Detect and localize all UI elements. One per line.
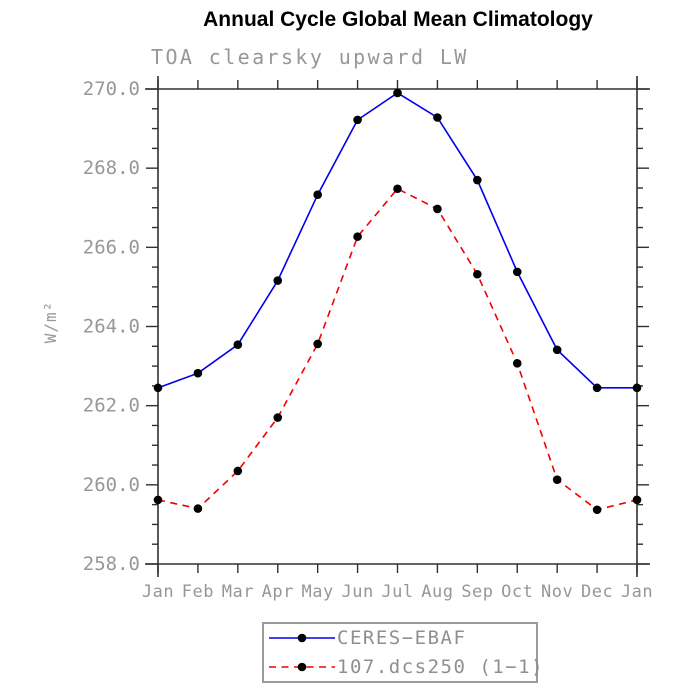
x-tick-label: Sep (461, 582, 493, 602)
y-axis-title: W/m² (41, 301, 60, 344)
y-tick-label: 262.0 (83, 395, 140, 417)
data-point-marker (313, 190, 322, 199)
data-point-marker (552, 345, 562, 355)
x-axis-ticks: Jan Feb Mar Apr May Jun Jul Aug Sep Oct Nov Dec Jan (142, 80, 653, 602)
series-line-1 (157, 187, 638, 511)
data-point-marker (313, 339, 322, 349)
data-point-marker (433, 113, 442, 122)
x-tick-label: Jul (381, 582, 413, 602)
data-point-marker (393, 184, 402, 194)
data-point-marker (512, 267, 522, 277)
x-tick-label: Jun (341, 582, 373, 602)
legend-sample-marker (297, 634, 307, 643)
y-tick-label: 266.0 (83, 236, 140, 258)
legend-label: 107.dcs250 (1−1) (337, 655, 545, 678)
data-point-marker (153, 495, 163, 505)
data-point-marker (592, 505, 602, 515)
chart-subtitle: TOA clearsky upward LW (151, 45, 469, 69)
x-tick-label: Jan (142, 582, 174, 602)
data-point-marker (193, 504, 203, 513)
y-tick-label: 260.0 (83, 474, 140, 496)
x-tick-label: Feb (182, 582, 214, 602)
x-tick-label: Mar (222, 582, 254, 602)
data-point-marker (353, 232, 362, 241)
series-group (153, 88, 642, 515)
data-point-marker (273, 413, 283, 422)
data-point-marker (193, 368, 203, 378)
y-tick-label: 268.0 (83, 157, 140, 179)
x-tick-label: Jan (621, 582, 653, 602)
legend-item-107-dcs250: 107.dcs250 (1−1) (264, 653, 543, 681)
legend: CERES−EBAF 107.dcs250 (1−1) (262, 622, 543, 683)
y-axis-ticks: 258.0 260.0 262.0 264.0 266.0 268.0 270.0 (83, 78, 649, 575)
data-point-marker (632, 495, 642, 505)
legend-sample-marker (297, 662, 307, 671)
plot-frame (145, 76, 650, 577)
x-tick-label: Aug (421, 582, 453, 602)
x-tick-label: Oct (501, 582, 533, 602)
data-point-marker (552, 475, 562, 484)
y-tick-label: 270.0 (83, 78, 140, 100)
data-point-marker (393, 88, 402, 98)
data-point-marker (592, 383, 602, 393)
series-line-0 (157, 92, 637, 389)
data-point-marker (473, 269, 482, 279)
data-point-marker (512, 359, 522, 368)
legend-label: CERES−EBAF (337, 627, 467, 650)
data-point-marker (473, 175, 482, 185)
data-point-marker (273, 276, 283, 285)
x-tick-label: Nov (541, 582, 573, 602)
x-tick-label: May (302, 582, 334, 602)
data-point-marker (233, 466, 243, 476)
data-point-marker (353, 115, 362, 125)
x-tick-label: Dec (581, 582, 613, 602)
data-point-marker (632, 383, 642, 393)
x-tick-label: Apr (262, 582, 294, 602)
data-point-marker (233, 340, 243, 350)
legend-item-ceres-ebaf: CERES−EBAF (264, 624, 536, 652)
chart-title: Annual Cycle Global Mean Climatology (203, 8, 593, 31)
data-point-marker (153, 383, 163, 393)
legend-line-sample-solid (269, 634, 335, 643)
y-tick-label: 264.0 (83, 316, 140, 338)
legend-line-sample-dashed (269, 662, 335, 671)
data-point-marker (433, 204, 442, 214)
y-tick-label: 258.0 (83, 553, 140, 575)
